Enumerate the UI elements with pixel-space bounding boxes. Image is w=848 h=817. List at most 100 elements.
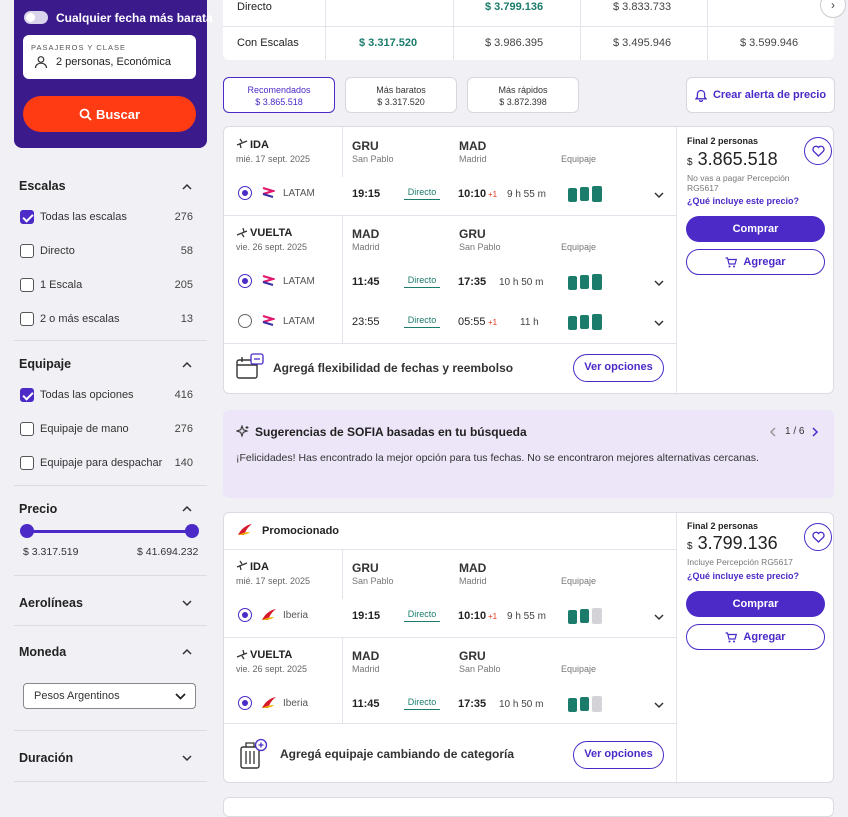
stops-label[interactable]: Directo <box>404 187 440 200</box>
flight-option-row[interactable]: LATAM 23:55 Directo 05:55 +1 11 h <box>224 303 676 341</box>
chevron-down-icon <box>175 693 186 700</box>
duration-filter-title[interactable]: Duración <box>19 751 74 765</box>
flight-option-row[interactable]: LATAM 19:15 Directo 10:10 +1 9 h 55 m <box>224 177 676 215</box>
departure-time: 19:15 <box>352 610 381 622</box>
price-slider-track[interactable] <box>27 530 192 533</box>
tab-cheapest[interactable]: Más baratos $ 3.317.520 <box>345 77 457 113</box>
promoted-label: Promocionado <box>262 525 340 537</box>
stops-label[interactable]: Directo <box>404 697 440 710</box>
total-price: $ 3.865.518 <box>687 149 778 170</box>
flight-duration: 10 h 50 m <box>499 699 544 710</box>
airlines-filter-title[interactable]: Aerolíneas <box>19 596 83 610</box>
matrix-cell[interactable]: $ 3.599.946 <box>740 37 799 49</box>
chevron-up-icon[interactable] <box>182 504 192 514</box>
leg-date: vie. 26 sept. 2025 <box>236 242 308 252</box>
day-offset: +1 <box>488 318 498 327</box>
flight-radio[interactable] <box>238 608 252 622</box>
card-divider <box>224 215 676 216</box>
chevron-down-icon[interactable] <box>654 278 664 288</box>
upsell-text: Agregá flexibilidad de fechas y reembols… <box>273 361 514 375</box>
flight-radio[interactable] <box>238 274 252 288</box>
plane-departure-icon <box>236 560 248 571</box>
price-info-link[interactable]: ¿Qué incluye este precio? <box>687 571 800 581</box>
price-filter-title: Precio <box>19 502 58 516</box>
iberia-logo-icon <box>262 697 276 708</box>
chevron-down-icon[interactable] <box>654 190 664 200</box>
carry-on-icon <box>580 187 589 201</box>
favorite-button[interactable] <box>804 137 832 165</box>
chevron-down-icon[interactable] <box>654 700 664 710</box>
destination-code: MAD <box>459 139 487 153</box>
divider <box>14 485 207 486</box>
view-options-button[interactable]: Ver opciones <box>573 354 664 382</box>
currency-select[interactable]: Pesos Argentinos <box>23 683 196 709</box>
currency-filter-title: Moneda <box>19 645 67 659</box>
baggage-checked-checkbox[interactable] <box>20 456 34 470</box>
price-alert-button[interactable]: Crear alerta de precio <box>686 77 835 113</box>
divider <box>14 340 207 341</box>
stops-label[interactable]: Directo <box>404 315 440 328</box>
baggage-carry-checkbox[interactable] <box>20 422 34 436</box>
stops-one-checkbox[interactable] <box>20 278 34 292</box>
chevron-up-icon[interactable] <box>182 360 192 370</box>
cart-icon <box>725 256 738 267</box>
flight-option-row[interactable]: LATAM 11:45 Directo 17:35 10 h 50 m <box>224 263 676 301</box>
matrix-cell[interactable]: $ 3.833.733 <box>613 1 672 13</box>
stops-two-plus-count: 13 <box>180 313 193 325</box>
favorite-button[interactable] <box>804 523 832 551</box>
destination-name: San Pablo <box>459 664 501 674</box>
chevron-down-icon[interactable] <box>182 598 192 608</box>
search-button[interactable]: Buscar <box>23 96 196 132</box>
flight-card-next <box>223 797 834 817</box>
add-to-cart-button[interactable]: Agregar <box>686 249 825 275</box>
sofia-title: Sugerencias de SOFIA basadas en tu búsqu… <box>255 425 527 439</box>
chevron-right-icon[interactable] <box>811 427 819 437</box>
calendar-refund-icon <box>236 353 264 379</box>
origin-name: Madrid <box>352 242 380 252</box>
stops-two-plus-checkbox[interactable] <box>20 312 34 326</box>
chevron-left-icon[interactable] <box>769 427 777 437</box>
stops-direct-checkbox[interactable] <box>20 244 34 258</box>
heart-icon <box>811 531 825 543</box>
chevron-down-icon[interactable] <box>182 753 192 763</box>
matrix-cell[interactable]: $ 3.986.395 <box>485 37 544 49</box>
matrix-cell[interactable]: $ 3.799.136 <box>485 1 544 13</box>
stops-direct-count: 58 <box>180 245 193 257</box>
price-slider-max-handle[interactable] <box>185 524 199 538</box>
chevron-up-icon[interactable] <box>182 182 192 192</box>
chevron-up-icon[interactable] <box>182 647 192 657</box>
price-info-link[interactable]: ¿Qué incluye este precio? <box>687 196 800 206</box>
origin-code: MAD <box>352 227 380 241</box>
tab-recommended[interactable]: Recomendados $ 3.865.518 <box>223 77 335 113</box>
stops-label[interactable]: Directo <box>404 275 440 288</box>
stops-label[interactable]: Directo <box>404 609 440 622</box>
baggage-all-checkbox[interactable] <box>20 388 34 402</box>
flight-option-row[interactable]: Iberia 11:45 Directo 17:35 10 h 50 m <box>224 685 676 723</box>
matrix-cell[interactable]: $ 3.495.946 <box>613 37 672 49</box>
stops-all-label: Todas las escalas <box>40 211 127 223</box>
flight-radio[interactable] <box>238 314 252 328</box>
buy-button[interactable]: Comprar <box>686 591 825 617</box>
cheapest-date-toggle[interactable] <box>24 11 48 24</box>
flight-duration: 9 h 55 m <box>507 611 546 622</box>
chevron-down-icon[interactable] <box>654 612 664 622</box>
tab-label: Más rápidos <box>498 85 548 95</box>
stops-all-checkbox[interactable] <box>20 210 34 224</box>
flight-radio[interactable] <box>238 186 252 200</box>
origin-name: San Pablo <box>352 576 394 586</box>
matrix-cell[interactable]: $ 3.317.520 <box>359 37 418 49</box>
passengers-field[interactable]: PASAJEROS Y CLASE 2 personas, Económica <box>23 35 196 79</box>
chevron-down-icon[interactable] <box>654 318 664 328</box>
view-options-button[interactable]: Ver opciones <box>573 741 664 769</box>
stops-all-count: 276 <box>174 211 193 223</box>
airline-name: LATAM <box>283 188 315 199</box>
arrival-time: 17:35 <box>458 276 487 288</box>
buy-button[interactable]: Comprar <box>686 216 825 242</box>
checked-bag-icon <box>592 608 602 624</box>
flight-option-row[interactable]: Iberia 19:15 Directo 10:10 +1 9 h 55 m <box>224 599 676 637</box>
tab-fastest[interactable]: Más rápidos $ 3.872.398 <box>467 77 579 113</box>
price-slider-min-handle[interactable] <box>20 524 34 538</box>
matrix-divider <box>223 26 834 27</box>
add-to-cart-button[interactable]: Agregar <box>686 624 825 650</box>
flight-radio[interactable] <box>238 696 252 710</box>
